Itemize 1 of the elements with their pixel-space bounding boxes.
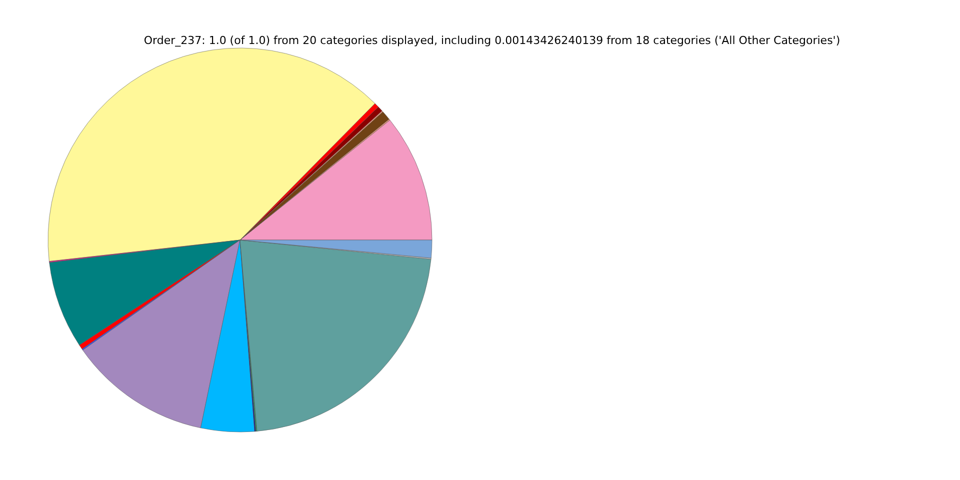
text: Order_237: 1.0 (of 1.0) from 20 categories displayed, including 0.00143426240139 from 18 categories ('All Other Categories') <box>144 34 840 47</box>
